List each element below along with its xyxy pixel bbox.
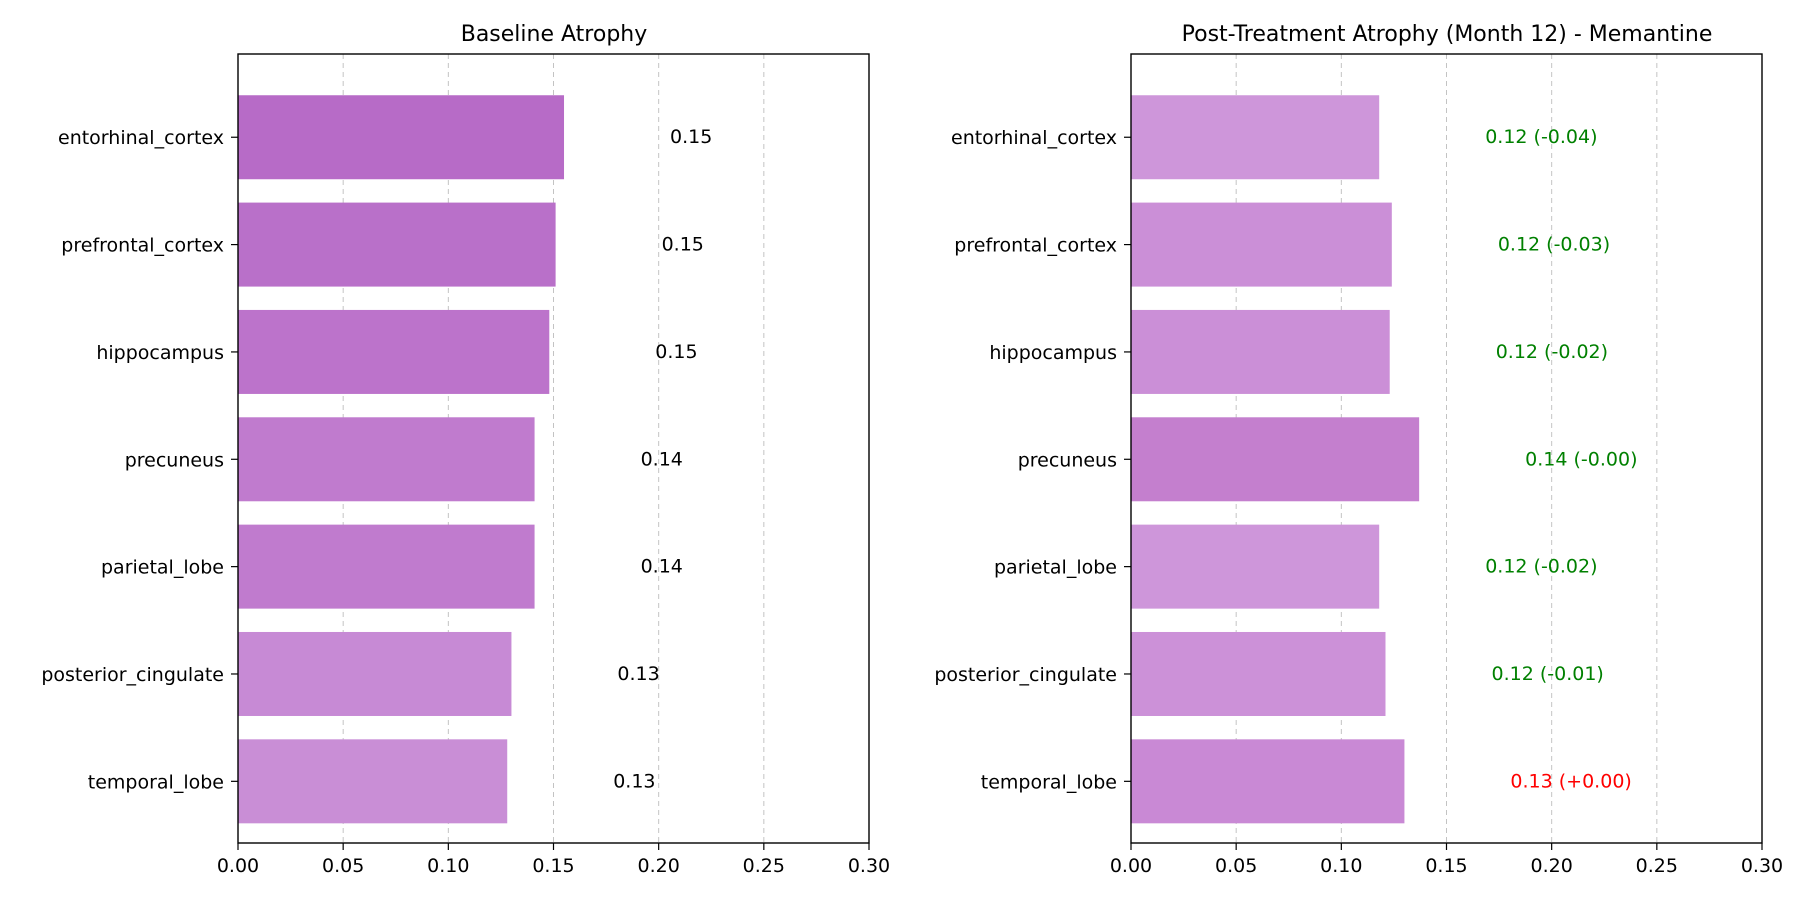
x-tick-label: 0.00 (217, 855, 259, 877)
category-label: parietal_lobe (994, 557, 1117, 579)
bar-prefrontal-cortex (238, 202, 556, 287)
category-label: hippocampus (96, 342, 224, 364)
panel-title: Baseline Atrophy (461, 22, 648, 47)
value-label: 0.12 (-0.03) (1498, 234, 1610, 256)
category-label: posterior_cingulate (41, 664, 224, 686)
bar-entorhinal-cortex (1131, 95, 1380, 180)
panel-title: Post-Treatment Atrophy (Month 12) - Mema… (1182, 22, 1713, 47)
x-tick-label: 0.05 (1215, 855, 1257, 877)
bar-entorhinal-cortex (238, 95, 565, 180)
category-label: prefrontal_cortex (954, 235, 1117, 257)
x-tick-label: 0.10 (427, 855, 469, 877)
bar-posterior-cingulate (1131, 631, 1386, 716)
value-label: 0.14 (641, 448, 683, 470)
x-tick-label: 0.20 (638, 855, 680, 877)
value-label: 0.12 (-0.02) (1485, 556, 1597, 578)
value-label: 0.14 (-0.00) (1525, 448, 1637, 470)
bar-temporal-lobe (1131, 739, 1405, 824)
category-label: temporal_lobe (88, 771, 224, 793)
x-tick-label: 0.15 (532, 855, 574, 877)
value-label: 0.13 (613, 770, 655, 792)
category-label: temporal_lobe (981, 771, 1117, 793)
bar-hippocampus (1131, 309, 1390, 394)
x-tick-label: 0.15 (1425, 855, 1467, 877)
x-tick-label: 0.30 (848, 855, 890, 877)
bar-hippocampus (238, 309, 550, 394)
bar-parietal-lobe (238, 524, 535, 609)
baseline-atrophy-panel: Baseline Atrophy entorhinal_cortex 0.15 pr… (41, 22, 890, 877)
x-tick-label: 0.25 (1636, 855, 1678, 877)
category-label: hippocampus (989, 342, 1117, 364)
value-label: 0.15 (670, 126, 712, 148)
bar-posterior-cingulate (238, 631, 512, 716)
value-label: 0.12 (-0.04) (1485, 126, 1597, 148)
bar-precuneus (1131, 417, 1420, 502)
x-tick-label: 0.20 (1531, 855, 1573, 877)
category-label: entorhinal_cortex (951, 127, 1117, 149)
value-label: 0.14 (641, 556, 683, 578)
x-tick-label: 0.25 (743, 855, 785, 877)
category-label: precuneus (1018, 449, 1117, 471)
bar-parietal-lobe (1131, 524, 1380, 609)
category-label: prefrontal_cortex (61, 235, 224, 257)
x-tick-label: 0.10 (1320, 855, 1362, 877)
x-tick-label: 0.05 (322, 855, 364, 877)
value-label: 0.13 (617, 663, 659, 685)
category-label: posterior_cingulate (934, 664, 1117, 686)
value-label: 0.12 (-0.01) (1492, 663, 1604, 685)
bar-temporal-lobe (238, 739, 508, 824)
category-label: precuneus (125, 449, 224, 471)
category-label: parietal_lobe (101, 557, 224, 579)
bar-prefrontal-cortex (1131, 202, 1392, 287)
bar-precuneus (238, 417, 535, 502)
category-label: entorhinal_cortex (58, 127, 224, 149)
x-tick-label: 0.30 (1741, 855, 1783, 877)
post-treatment-atrophy-panel: Post-Treatment Atrophy (Month 12) - Mema… (934, 22, 1783, 877)
x-tick-label: 0.00 (1110, 855, 1152, 877)
value-label: 0.13 (+0.00) (1510, 770, 1631, 792)
value-label: 0.15 (655, 341, 697, 363)
value-label: 0.12 (-0.02) (1496, 341, 1608, 363)
value-label: 0.15 (662, 234, 704, 256)
